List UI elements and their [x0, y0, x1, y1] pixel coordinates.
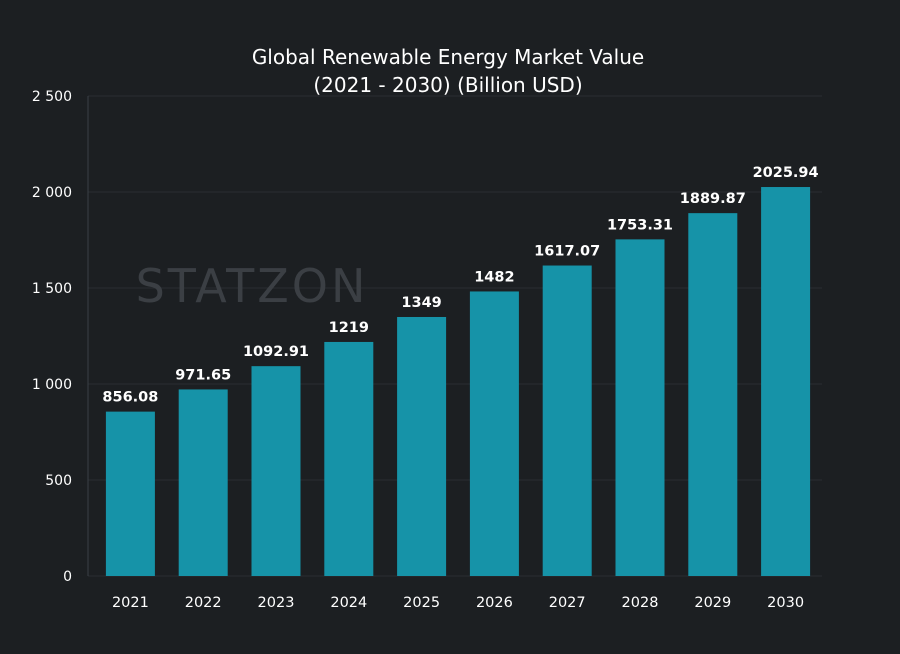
x-tick-label: 2022 [185, 595, 222, 611]
bar [251, 366, 301, 576]
y-tick-label: 0 [63, 569, 72, 585]
x-tick-label: 2023 [258, 595, 295, 611]
bar [397, 316, 447, 576]
y-tick-label: 2 500 [32, 89, 72, 105]
x-tick-label: 2028 [622, 595, 659, 611]
chart-title-line-2: (2021 - 2030) (Billion USD) [313, 73, 582, 97]
x-tick-label: 2029 [694, 595, 731, 611]
y-axis-ticks: 0 500 1 000 1 500 2 000 2 500 [32, 89, 72, 585]
value-labels: 856.08 971.65 1092.91 1219 1349 1482 1617.07 17… [102, 165, 818, 406]
value-label: 1482 [474, 269, 514, 285]
x-tick-label: 2030 [767, 595, 804, 611]
y-tick-label: 500 [45, 473, 72, 489]
value-label: 971.65 [175, 367, 231, 383]
y-tick-label: 1 500 [32, 281, 72, 297]
bar [542, 265, 592, 576]
value-label: 1617.07 [534, 244, 600, 260]
x-tick-label: 2025 [403, 595, 440, 611]
value-label: 1753.31 [607, 217, 673, 233]
bar [324, 341, 374, 576]
value-label: 1349 [401, 295, 441, 311]
value-label: 1219 [329, 320, 369, 336]
bars [105, 187, 811, 576]
bar [688, 213, 738, 576]
value-label: 1889.87 [680, 191, 746, 207]
bar [615, 239, 665, 576]
bar [761, 187, 811, 576]
watermark: STATZON [136, 259, 369, 313]
bar [105, 411, 155, 576]
chart-title-line-1: Global Renewable Energy Market Value [252, 45, 644, 69]
value-label: 856.08 [102, 390, 158, 406]
value-label: 2025.94 [753, 165, 819, 181]
watermark-logo: STATZON [136, 259, 369, 313]
bar [469, 291, 519, 576]
value-label: 1092.91 [243, 344, 309, 360]
x-tick-label: 2021 [112, 595, 149, 611]
x-tick-label: 2027 [549, 595, 586, 611]
y-tick-label: 1 000 [32, 377, 72, 393]
x-axis-ticks: 2021 2022 2023 2024 2025 2026 2027 2028 2029 2030 [112, 595, 804, 611]
x-tick-label: 2026 [476, 595, 513, 611]
x-tick-label: 2024 [330, 595, 367, 611]
y-tick-label: 2 000 [32, 185, 72, 201]
bar [178, 389, 228, 576]
